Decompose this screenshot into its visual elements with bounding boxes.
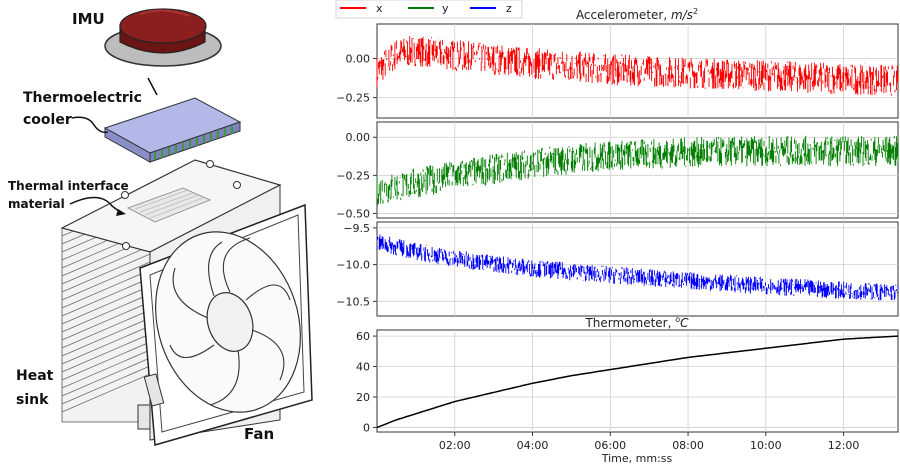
y-tick-label: 40 [356,361,370,374]
plot-accel-y: 0.00 −0.25 −0.50 [336,121,899,220]
plot-accel-x: Accelerometer, m/s2 0.00 −0.25 [336,7,899,119]
plot-frame [376,329,899,433]
heatsink-label-line2: sink [16,392,49,408]
accel-title-unit: m/s [671,8,693,22]
plot-accel-z: −9.5 −10.0 −10.5 [336,221,899,317]
legend-label-y: y [442,2,449,15]
tim-label-line2: material [8,197,65,211]
x-tick-label: 12:00 [828,439,860,452]
x-tick-label: 04:00 [517,439,549,452]
tec-label-line2: cooler [23,112,72,128]
y-tick-label: −10.0 [336,259,370,272]
accel-title-exp: 2 [693,7,698,16]
series-y-trace [376,135,899,206]
plot-frame [376,221,899,317]
accel-title: Accelerometer, m/s2 [576,7,698,22]
y-tick-label: −0.25 [336,169,370,182]
y-tick-label: −10.5 [336,295,370,308]
x-tick-label: 06:00 [594,439,626,452]
imu-label: IMU [72,10,105,28]
plot-thermometer: Thermometer, oC Time, mm:ss 0 20 40 60 02:00… [356,315,899,465]
y-tick-label: −9.5 [343,222,370,235]
tec-drawing [103,97,242,163]
x-axis-label: Time, mm:ss [601,452,673,465]
thermo-title-sup: o [675,315,680,324]
tim-leader-line [69,196,121,213]
y-tick-label: −0.25 [336,92,370,105]
heatsink-label-line1: Heat [16,368,54,384]
y-tick-label: 0 [363,421,370,434]
legend-label-z: z [506,2,512,15]
tec-label-line1: Thermoelectric [23,90,142,106]
fan-label: Fan [244,425,274,443]
series-z-trace [376,234,899,301]
series-x-trace [376,36,899,96]
tim-arrowhead [116,209,126,216]
imu-leader-line [147,77,158,96]
tec-leader-line [71,116,109,134]
y-tick-label: 60 [356,330,370,343]
series-temperature-line [376,335,899,429]
hardware-illustration: IMU Thermoelectric cooler [8,8,313,446]
imu-drawing [104,8,222,67]
accel-title-prefix: Accelerometer, [576,8,671,22]
tim-label-line1: Thermal interface [8,179,129,193]
y-tick-label: 0.00 [346,131,371,144]
plot-frame [376,121,899,219]
fan-drawing [137,203,313,446]
thermo-title-unit: C [680,316,689,330]
y-tick-label: 20 [356,391,370,404]
y-tick-label: 0.00 [346,52,371,65]
legend-label-x: x [376,2,383,15]
legend: x y z [335,0,523,19]
thermo-title: Thermometer, oC [584,315,689,330]
x-tick-label: 08:00 [672,439,704,452]
thermo-title-prefix: Thermometer, [584,316,675,330]
y-tick-label: −0.50 [336,207,370,220]
x-tick-label: 10:00 [750,439,782,452]
x-tick-label: 02:00 [439,439,471,452]
